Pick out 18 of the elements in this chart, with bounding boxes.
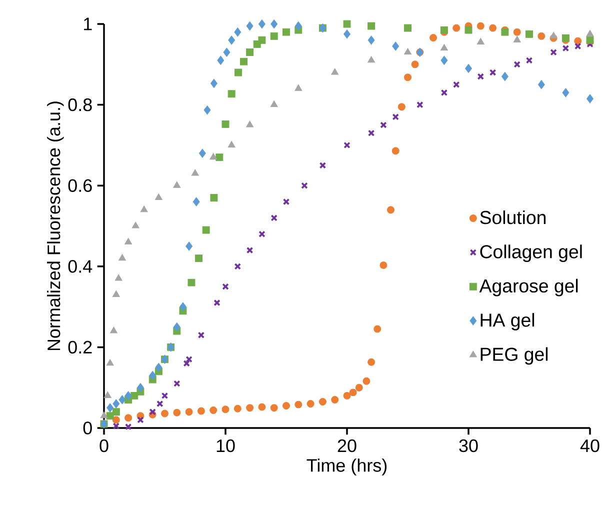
y-tick-label: 1 (84, 18, 92, 30)
y-tick-label: 0 (83, 422, 92, 434)
legend-label: HA gel (480, 313, 534, 330)
x-tick-label: 20 (338, 439, 356, 452)
legend-label: PEG gel (480, 347, 548, 365)
y-axis-title: Normalized Fluorescence (a.u.) (47, 102, 64, 350)
legend-label: Solution (480, 210, 546, 224)
x-tick-label: 40 (580, 439, 600, 452)
legend-label: Agarose gel (479, 278, 578, 296)
x-tick-label: 30 (459, 439, 478, 452)
y-tick-label: 0.2 (68, 340, 92, 354)
y-tick-label: 0.8 (68, 98, 92, 112)
x-tick-label: 10 (216, 439, 235, 452)
y-tick-label: 0.4 (68, 260, 92, 273)
legend-label: Collagen gel (480, 244, 582, 262)
y-tick-label: 0.6 (68, 179, 92, 192)
x-tick-label: 0 (100, 439, 108, 452)
x-axis-title: Time (hrs) (306, 458, 387, 476)
